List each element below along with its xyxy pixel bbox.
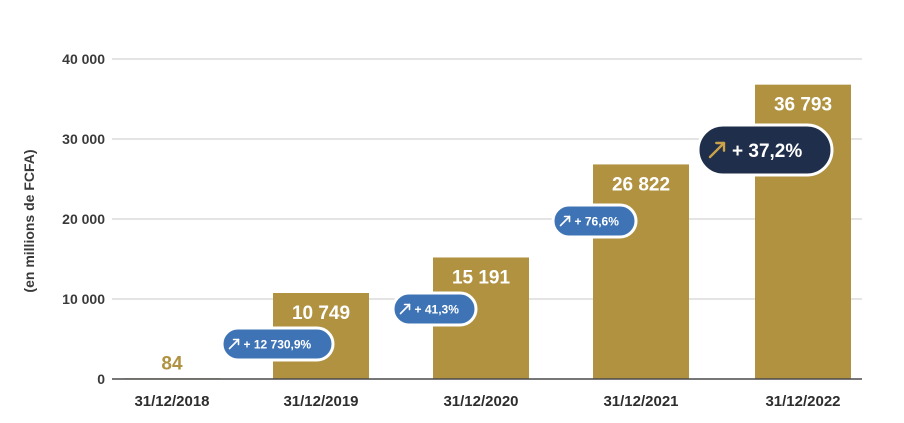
growth-badge-bg [696, 123, 834, 177]
growth-badge-bg [551, 203, 638, 239]
y-tick-label: 40 000 [62, 51, 105, 67]
y-tick-label: 20 000 [62, 211, 105, 227]
growth-label: + 12 730,9% [244, 338, 312, 352]
growth-badge: + 37,2% [696, 123, 834, 177]
growth-badge: + 41,3% [391, 291, 478, 327]
growth-badge-bg [391, 291, 478, 327]
value-label: 26 822 [612, 174, 670, 195]
x-category-label: 31/12/2021 [603, 393, 678, 410]
x-category-label: 31/12/2020 [443, 393, 518, 410]
growth-badges: + 12 730,9% + 41,3% + 76,6% + 37,2% [220, 123, 834, 362]
value-labels: 84 10 749 15 191 26 822 36 793 [161, 95, 832, 375]
growth-label: + 41,3% [415, 303, 460, 317]
growth-badge: + 12 730,9% [220, 326, 335, 362]
arrow-up-right-icon [399, 303, 411, 315]
y-axis-label: (en millions de FCFA) [21, 149, 37, 292]
growth-badge-bg [220, 326, 335, 362]
x-category-label: 31/12/2018 [134, 393, 209, 410]
y-tick-label: 0 [97, 371, 105, 387]
bar [593, 164, 689, 379]
y-tick-label: 10 000 [62, 291, 105, 307]
value-label: 15 191 [452, 267, 511, 288]
y-tick-label: 30 000 [62, 131, 105, 147]
value-label: 84 [161, 353, 183, 374]
arrow-up-right-icon [708, 141, 726, 159]
x-axis-categories: 31/12/2018 31/12/2019 31/12/2020 31/12/2021… [134, 393, 840, 410]
value-label: 36 793 [774, 95, 832, 116]
x-category-label: 31/12/2019 [283, 393, 358, 410]
arrow-up-right-icon [559, 215, 571, 227]
y-axis-ticks: 0 10 000 20 000 30 000 40 000 [62, 51, 105, 387]
growth-label: + 76,6% [575, 215, 620, 229]
growth-label: + 37,2% [732, 141, 802, 162]
growth-badge: + 76,6% [551, 203, 638, 239]
value-label: 10 749 [292, 303, 350, 324]
arrow-up-right-icon [228, 338, 240, 350]
x-category-label: 31/12/2022 [765, 393, 840, 410]
